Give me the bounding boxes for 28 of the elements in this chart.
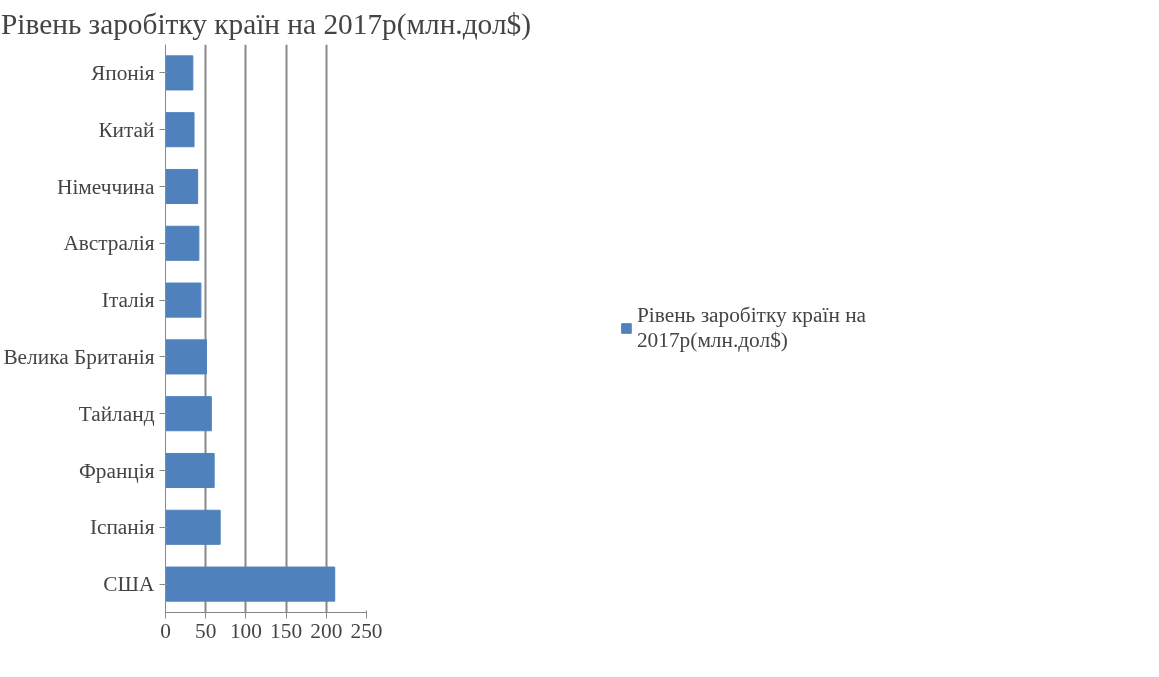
bar	[165, 112, 195, 148]
x-tick-label: 250	[350, 618, 383, 643]
y-tick-label: Іспанія	[89, 515, 155, 540]
y-tick-label: Німеччина	[56, 174, 156, 199]
bar	[165, 55, 194, 91]
bar	[165, 509, 221, 545]
bar	[165, 396, 212, 432]
y-tick-label: Японія	[91, 60, 155, 85]
chart-title: Рівень заробітку країн на 2017р(млн.дол$)	[1, 7, 531, 41]
bar	[165, 566, 336, 602]
y-tick-label: Тайланд	[78, 401, 155, 426]
bar	[165, 339, 207, 375]
x-tick-label: 50	[195, 618, 217, 643]
bar	[165, 225, 200, 261]
y-tick-label: Франція	[78, 458, 155, 483]
x-tick-label: 0	[160, 618, 171, 643]
x-tick-label: 100	[229, 618, 262, 643]
y-tick-label: Велика Британія	[3, 344, 155, 369]
y-tick-label: Китай	[98, 117, 155, 142]
bar	[165, 282, 202, 318]
y-tick-label: Італія	[101, 288, 155, 313]
bar	[165, 452, 215, 489]
bar	[165, 168, 199, 205]
x-tick-label: 200	[310, 618, 343, 643]
y-tick-label: Австралія	[63, 231, 155, 256]
y-tick-label: США	[103, 572, 156, 597]
legend-label: Рівень заробітку країн на 2017р(млн.дол$)	[636, 303, 867, 353]
x-tick-label: 150	[270, 618, 303, 643]
